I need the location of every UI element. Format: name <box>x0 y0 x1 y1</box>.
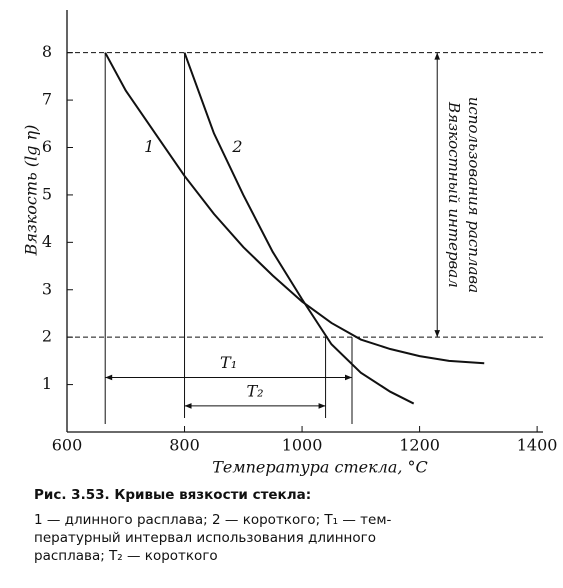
curve-label: 1 <box>144 137 154 156</box>
caption-title: Рис. 3.53. Кривые вязкости стекла: <box>34 487 311 503</box>
y-tick-label: 8 <box>42 42 52 61</box>
y-tick-label: 7 <box>42 90 52 109</box>
x-axis-label: Температура стекла, °C <box>212 458 428 477</box>
x-tick-label: 800 <box>169 436 200 455</box>
x-tick-label: 1400 <box>517 436 558 455</box>
x-tick-label: 1000 <box>282 436 323 455</box>
caption-line: расплава; T₂ — короткого <box>34 548 218 564</box>
y-tick-label: 6 <box>42 137 52 156</box>
range-label: Вязкостный интервал <box>445 101 463 288</box>
curve-label: 2 <box>231 137 242 156</box>
interval-label: T₂ <box>247 381 264 400</box>
curve <box>104 52 485 365</box>
curve <box>183 52 415 405</box>
caption-line: пературный интервал использования длинно… <box>34 530 376 546</box>
y-axis-label: Вязкость (lg η) <box>22 125 41 257</box>
y-tick-label: 1 <box>42 374 52 393</box>
y-tick-label: 2 <box>42 327 52 346</box>
x-tick-label: 600 <box>52 436 83 455</box>
interval-label: T₁ <box>220 353 237 372</box>
range-label: использования расплава <box>465 97 483 293</box>
y-tick-label: 3 <box>42 279 52 298</box>
x-tick-label: 1200 <box>399 436 440 455</box>
y-tick-label: 5 <box>42 184 52 203</box>
y-tick-label: 4 <box>42 232 52 251</box>
caption-line: 1 — длинного расплава; 2 — короткого; T₁… <box>34 512 392 528</box>
